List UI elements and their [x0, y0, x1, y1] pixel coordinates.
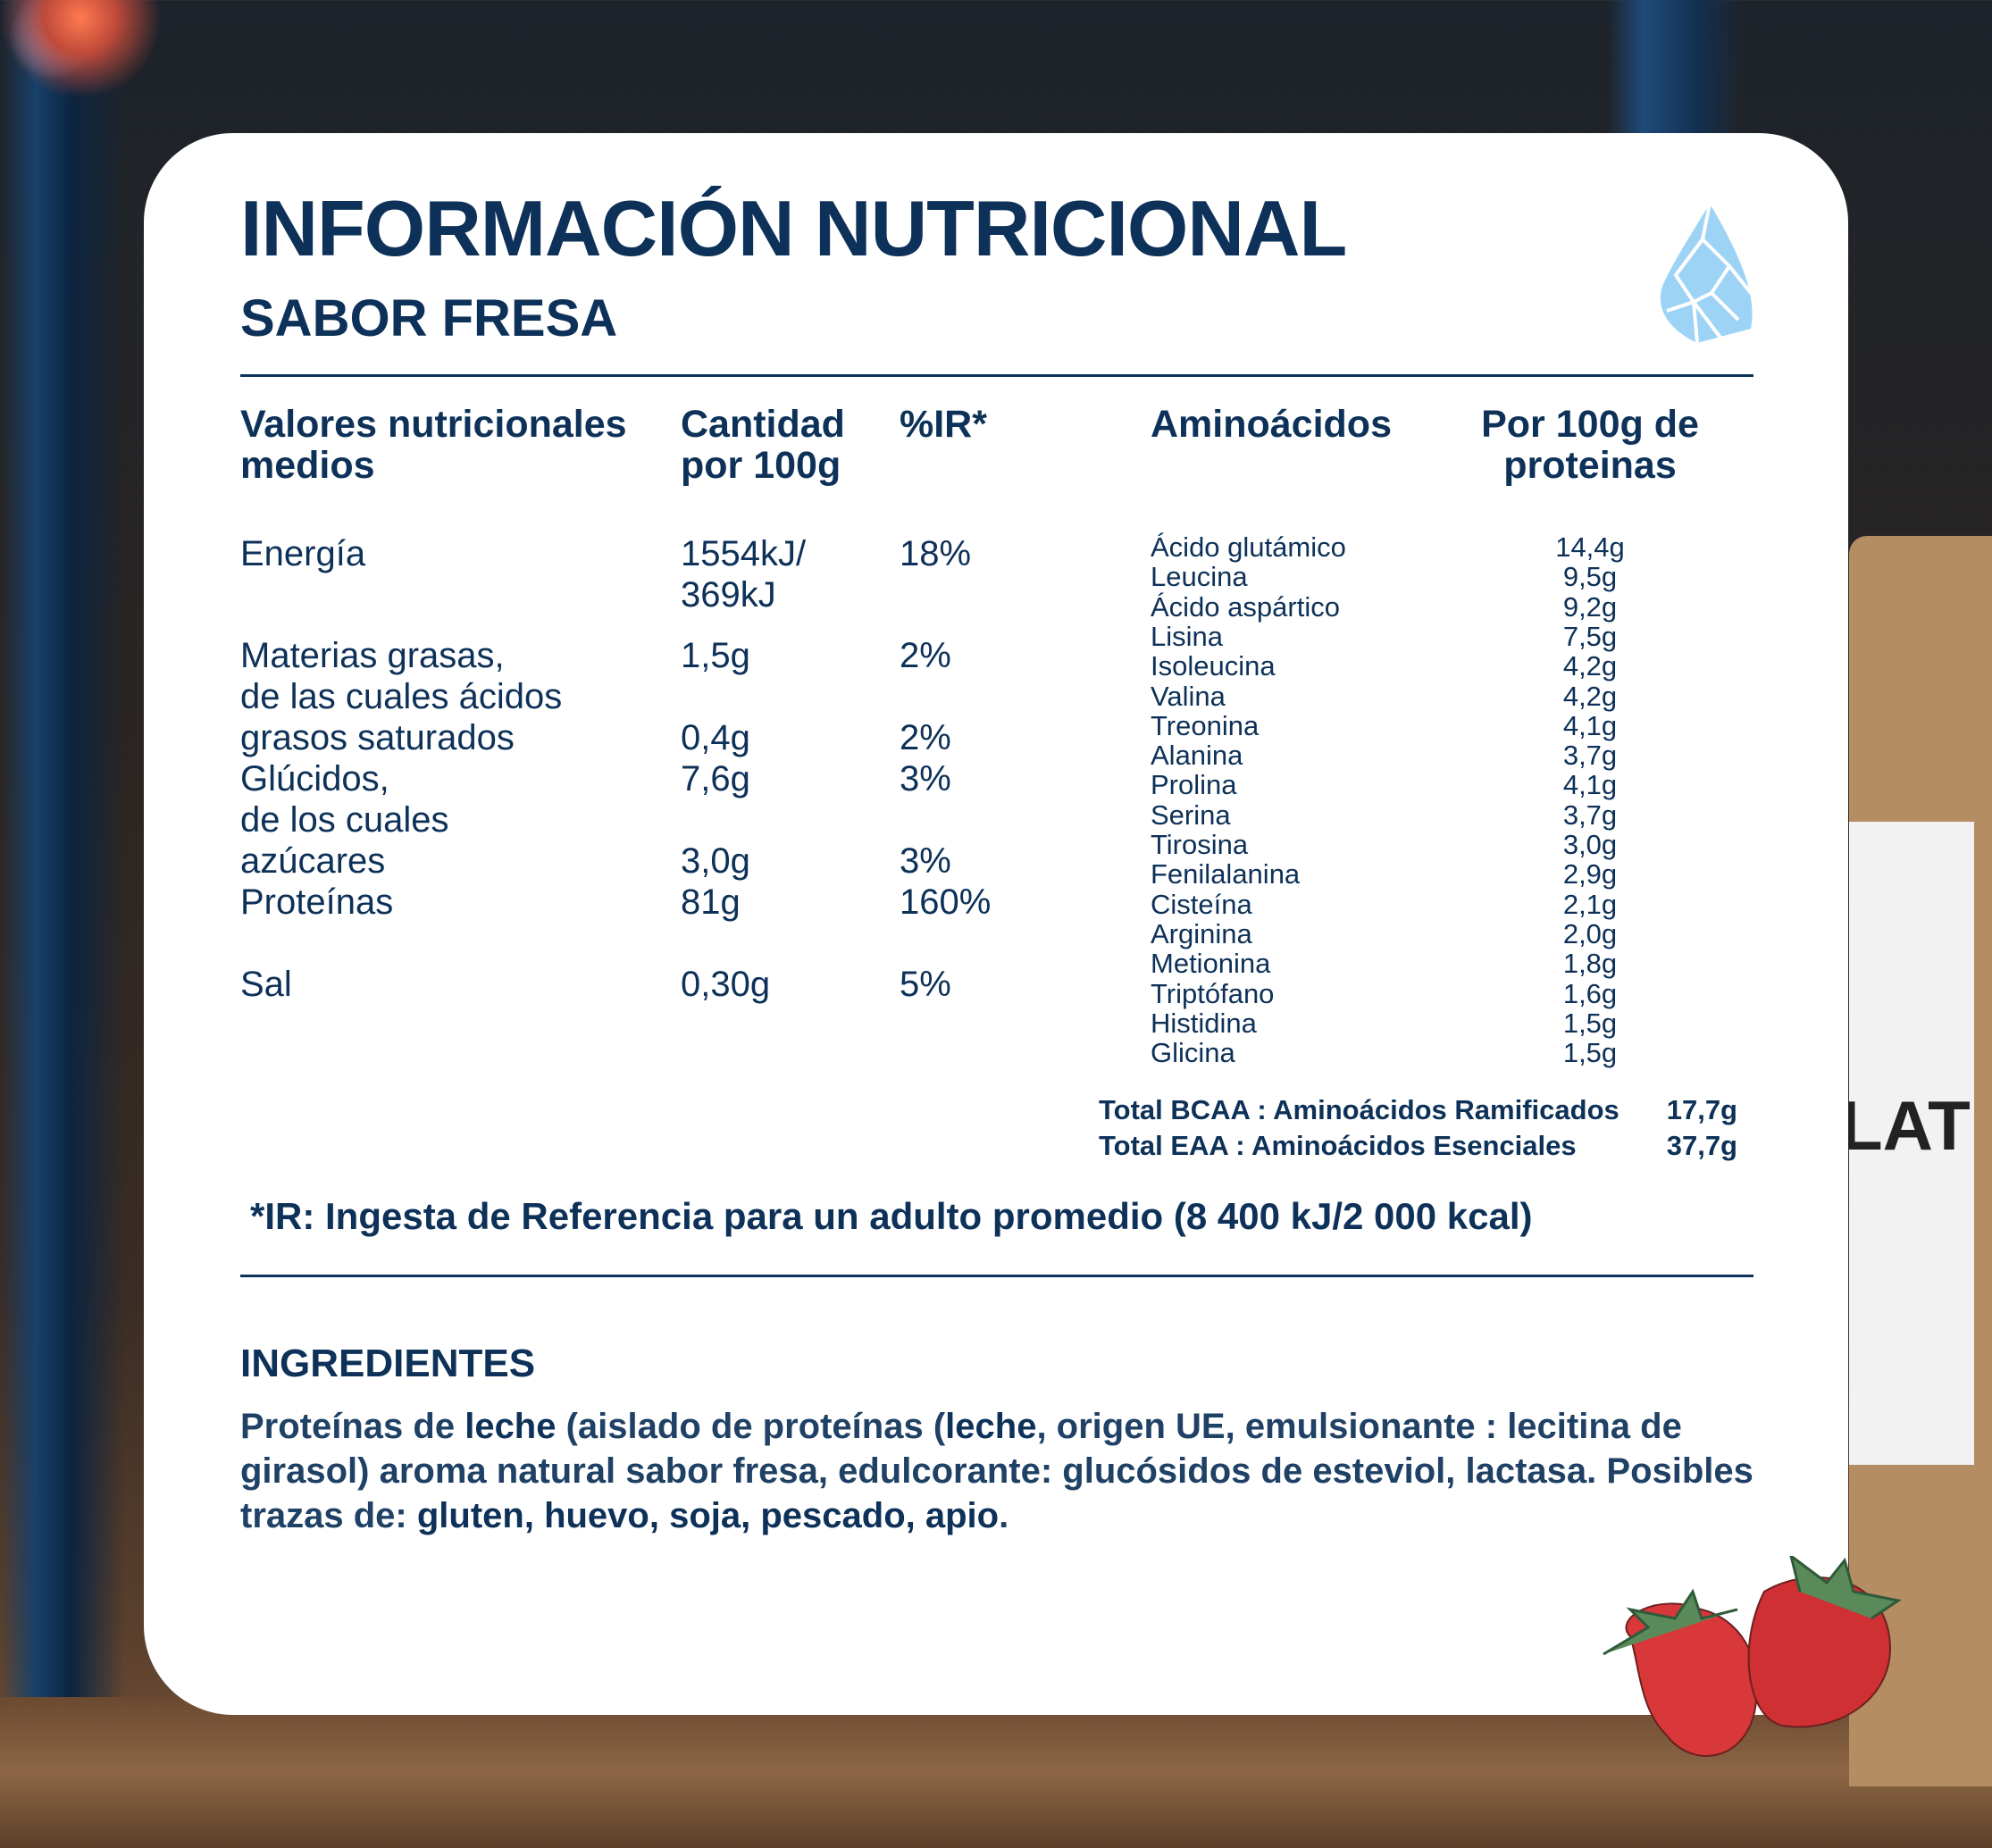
total-eaa-label: Total EAA : Aminoácidos Esenciales: [1099, 1130, 1577, 1161]
amino-name: Histidina: [1151, 1007, 1257, 1039]
nutrient-ir: 18%: [900, 534, 972, 573]
amino-name: Valina: [1151, 680, 1226, 712]
ingredients-part: .: [999, 1496, 1009, 1535]
nutrient-quantity: 0,4g: [681, 718, 750, 757]
nutrient-quantity: 1,5g: [681, 636, 750, 675]
amino-value: 3,7g: [1562, 799, 1618, 831]
footnote: *IR: Ingesta de Referencia para un adult…: [250, 1195, 1533, 1237]
amino-value: 2,0g: [1562, 917, 1618, 949]
allergen: leche: [945, 1407, 1037, 1446]
nutrient-name: Materias grasas,: [240, 636, 505, 675]
nutrient-quantity: 369kJ: [681, 575, 776, 615]
header-line: Cantidad: [681, 403, 845, 446]
nutrient-ir: 5%: [900, 965, 951, 1004]
amino-name: Ácido aspártico: [1151, 590, 1340, 623]
amino-name: Leucina: [1151, 561, 1248, 593]
nutrient-ir: 2%: [900, 636, 951, 675]
ingredients-text: Proteínas de leche (aislado de proteínas…: [240, 1404, 1759, 1538]
bag-text: LAT: [1840, 1086, 1971, 1165]
header-line: Valores nutricionales: [240, 403, 627, 446]
amino-value: 1,6g: [1562, 977, 1618, 1009]
amino-name: Prolina: [1151, 769, 1237, 801]
header-ir: %IR*: [900, 403, 987, 446]
header-nutritional-values: Valores nutricionales medios: [240, 404, 627, 486]
page-title: INFORMACIÓN NUTRICIONAL: [240, 184, 1347, 272]
amino-value: 2,9g: [1562, 858, 1618, 891]
header-line: proteinas: [1503, 444, 1677, 487]
amino-value: 4,1g: [1562, 769, 1618, 801]
amino-value: 7,5g: [1562, 620, 1618, 652]
amino-name: Isoleucina: [1151, 650, 1276, 682]
nutrient-name: grasos saturados: [240, 718, 515, 757]
nutrition-card: [144, 133, 1848, 1715]
header-amino: Aminoácidos: [1151, 403, 1392, 446]
amino-value: 14,4g: [1555, 531, 1625, 563]
nutrient-name: azúcares: [240, 841, 386, 881]
amino-name: Lisina: [1151, 620, 1223, 652]
allergen: leche: [465, 1407, 557, 1446]
product-bag-label: [1849, 822, 1974, 1465]
amino-name: Glicina: [1151, 1037, 1235, 1069]
ingredients-title: INGREDIENTES: [240, 1342, 536, 1385]
amino-value: 1,5g: [1562, 1037, 1618, 1069]
nutrient-name: Sal: [240, 965, 292, 1004]
amino-name: Ácido glutámico: [1151, 531, 1346, 563]
amino-name: Serina: [1151, 799, 1231, 831]
header-line: medios: [240, 444, 375, 487]
header-line: Por 100g de: [1481, 403, 1699, 446]
amino-value: 4,2g: [1562, 680, 1618, 712]
page-subtitle: SABOR FRESA: [240, 289, 618, 347]
water-drop-icon: [1660, 204, 1753, 344]
amino-name: Treonina: [1151, 709, 1260, 741]
nutrient-name: Proteínas: [240, 882, 394, 922]
amino-value: 3,7g: [1562, 740, 1618, 772]
amino-name: Arginina: [1151, 917, 1252, 949]
ingredients-part: Proteínas de: [240, 1407, 465, 1446]
nutrient-quantity: 81g: [681, 882, 741, 922]
amino-name: Fenilalanina: [1151, 858, 1301, 891]
nutrient-name: de las cuales ácidos: [240, 677, 563, 716]
amino-value: 3,0g: [1562, 829, 1618, 860]
amino-value: 2,1g: [1562, 888, 1618, 920]
amino-value: 1,5g: [1562, 1007, 1618, 1039]
nutrient-quantity: 1554kJ/: [681, 534, 807, 573]
amino-name: Cisteína: [1151, 888, 1252, 920]
nutrient-ir: 2%: [900, 718, 951, 757]
divider-top: [240, 374, 1753, 377]
amino-value: 4,1g: [1562, 709, 1618, 741]
amino-value: 9,2g: [1562, 590, 1618, 623]
allergen: gluten, huevo, soja, pescado, apio: [416, 1496, 1000, 1535]
nutrient-ir: 3%: [900, 841, 951, 881]
amino-value: 1,8g: [1562, 948, 1618, 980]
header-quantity: Cantidad por 100g: [681, 404, 845, 486]
amino-name: Triptófano: [1151, 977, 1275, 1009]
nutrient-name: de los cuales: [240, 800, 449, 840]
nutrient-quantity: 0,30g: [681, 965, 771, 1004]
amino-value: 4,2g: [1562, 650, 1618, 682]
nutrient-quantity: 7,6g: [681, 759, 750, 799]
total-eaa-value: 37,7g: [1666, 1130, 1737, 1161]
header-line: por 100g: [681, 444, 841, 487]
nutrient-name: Energía: [240, 534, 366, 573]
amino-name: Tirosina: [1151, 829, 1249, 860]
amino-name: Alanina: [1151, 740, 1243, 772]
total-bcaa-label: Total BCAA : Aminoácidos Ramificados: [1099, 1094, 1620, 1125]
nutrient-ir: 3%: [900, 759, 951, 799]
nutrient-name: Glúcidos,: [240, 759, 389, 799]
strawberries-illustration: [1603, 1556, 1902, 1757]
total-bcaa-value: 17,7g: [1666, 1094, 1737, 1125]
ingredients-part: (aislado de proteínas (: [556, 1407, 946, 1446]
amino-name: Metionina: [1151, 948, 1271, 980]
header-per-100g: Por 100g de proteinas: [1447, 404, 1733, 486]
nutrient-ir: 160%: [900, 882, 992, 922]
ingredients-part: , origen UE, emulsionante : lecitina de …: [240, 1407, 1753, 1535]
nutrient-quantity: 3,0g: [681, 841, 750, 881]
divider-bottom: [240, 1275, 1753, 1277]
amino-value: 9,5g: [1562, 561, 1618, 593]
